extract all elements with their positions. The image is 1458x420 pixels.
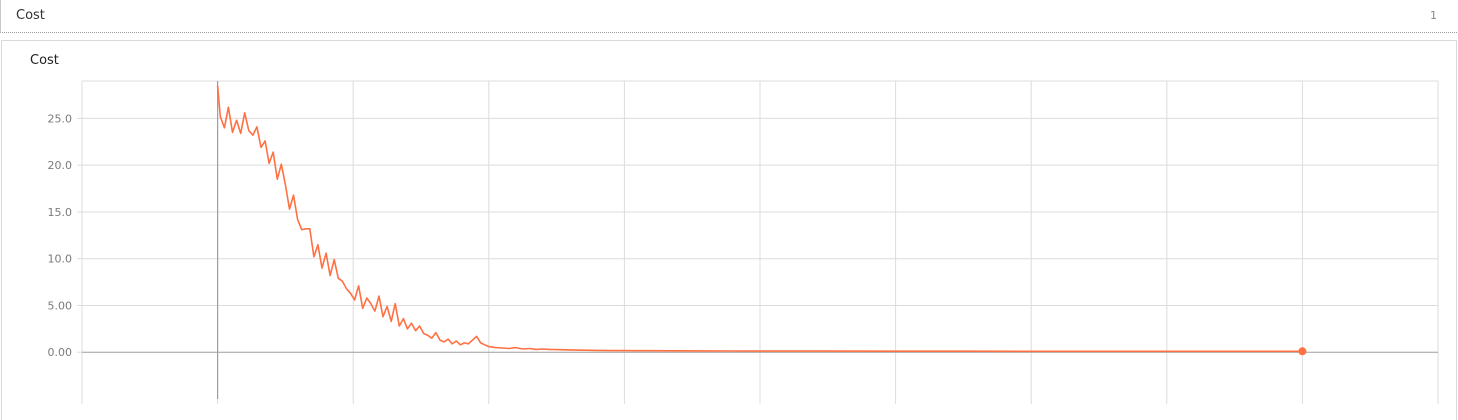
y-tick-label: 20.0 xyxy=(48,159,73,172)
section-title: Cost xyxy=(16,8,45,23)
series-line xyxy=(216,85,1303,353)
series-end-marker xyxy=(1298,347,1307,356)
y-tick-label: 10.0 xyxy=(48,253,73,266)
y-tick-label: 5.00 xyxy=(48,299,73,312)
y-tick-label: 0.00 xyxy=(48,346,73,359)
y-tick-label: 15.0 xyxy=(48,206,73,219)
chart-title: Cost xyxy=(30,53,59,68)
y-tick-label: 25.0 xyxy=(48,112,73,125)
section-count: 1 xyxy=(1430,9,1437,22)
section-header[interactable]: Cost 1 xyxy=(0,0,1457,33)
chart-card xyxy=(1,40,1457,420)
